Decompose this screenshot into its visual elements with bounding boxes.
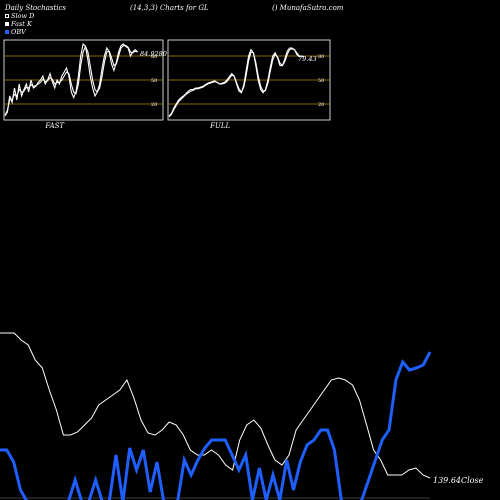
full-level-label-80: 80 — [318, 54, 324, 60]
chart-title-left: Daily Stochastics — [5, 4, 67, 12]
legend-label-obv: OBV — [11, 28, 26, 36]
legend-swatch-obv — [5, 30, 9, 34]
legend-obv: OBV — [5, 28, 26, 36]
legend-slow-d: Slow D — [5, 12, 34, 20]
fast-level-label-50: 50 — [151, 78, 157, 84]
fast-last-value-label: 84.9280 — [140, 50, 167, 58]
full-panel-title: FULL — [209, 122, 230, 130]
close-label: 139.64Close — [433, 476, 484, 485]
chart-title-center: (14,3,3) Charts for GL — [130, 4, 209, 12]
legend-swatch-slow-d — [5, 14, 9, 18]
full-last-value-label: 79.43 — [298, 55, 317, 63]
legend-fast-k: Fast K — [5, 20, 32, 28]
fast-level-label-80: 80 — [151, 54, 157, 60]
chart-title-right: () MunafaSutra.com — [272, 4, 344, 12]
obv-line — [0, 351, 432, 500]
fast-series-2 — [4, 45, 138, 116]
full-level-label-50: 50 — [318, 78, 324, 84]
full-series-1 — [168, 47, 305, 117]
legend-label-slow-d: Slow D — [11, 12, 35, 20]
full-series-2 — [168, 48, 305, 118]
legend-label-fast-k: Fast K — [11, 20, 32, 28]
legend-swatch-fast-k — [5, 22, 9, 26]
fast-panel-title: FAST — [44, 122, 65, 130]
fast-level-label-20: 20 — [151, 102, 157, 108]
full-level-label-20: 20 — [318, 102, 324, 108]
price-line — [0, 332, 431, 479]
